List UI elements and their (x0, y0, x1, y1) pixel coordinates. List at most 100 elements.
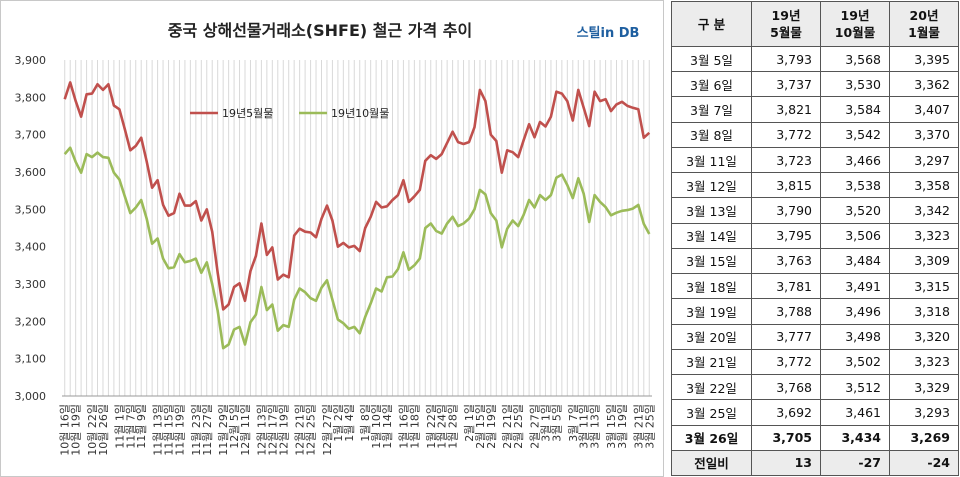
x-tick-label: 1월 4일 (342, 404, 356, 442)
table-row: 3월 14일 3,795 3,506 3,323 (671, 222, 959, 249)
price-table: 구 분 19년 5월물 19년 10월물 20년 1월물 3월 5일 3,793 3… (671, 1, 959, 477)
price-cell: 3,692 (751, 399, 821, 426)
table-row: 3월 20일 3,777 3,498 3,320 (671, 323, 959, 350)
table-row: 3월 11일 3,723 3,466 3,297 (671, 146, 959, 174)
x-tick-label: 2월 25일 (511, 404, 525, 449)
price-cell: -24 (889, 449, 959, 477)
x-tick-label: 11월 27일 (200, 404, 214, 456)
date-cell: 3월 21일 (671, 348, 752, 376)
price-cell: 3,323 (889, 222, 959, 249)
price-cell: 3,484 (820, 247, 890, 275)
price-line-chart: 중국 상해선물거래소(SHFE) 철근 가격 추이 스틸in DB 3,900 3… (0, 0, 664, 477)
x-tick-label: 2월 1일 (462, 404, 476, 442)
y-tick-label: 3,400 (15, 241, 47, 254)
date-cell: 3월 19일 (671, 298, 752, 325)
price-cell: 3,370 (889, 121, 959, 148)
price-cell: 3,542 (820, 121, 890, 148)
y-tick-label: 3,700 (15, 129, 47, 142)
x-tick-label: 3월 19일 (615, 404, 629, 449)
x-tick-label: 3월 11일 (577, 404, 591, 449)
x-tick-label: 1월 10일 (369, 404, 383, 449)
price-cell: 3,723 (751, 146, 821, 174)
price-cell: 3,434 (820, 424, 890, 451)
price-cell: 3,737 (751, 71, 821, 98)
price-cell: 3,815 (751, 172, 821, 199)
price-cell: 3,342 (889, 197, 959, 224)
y-tick-label: 3,900 (15, 54, 47, 67)
header-label: 구 분 (671, 1, 752, 47)
x-tick-label: 12월 13일 (254, 404, 268, 456)
table-row: 3월 7일 3,821 3,584 3,407 (671, 96, 959, 123)
x-tick-label: 11월 29일 (216, 404, 230, 456)
price-cell: 13 (751, 449, 821, 477)
legend-label: 19년5월물 (222, 107, 273, 120)
date-cell: 3월 13일 (671, 197, 752, 224)
x-tick-label: 3월 1일 (538, 404, 552, 442)
price-cell: 3,407 (889, 96, 959, 123)
x-tick-label: 12월 11일 (238, 404, 252, 456)
series-line-may (63, 81, 651, 311)
price-cell: 3,293 (889, 399, 959, 426)
x-tick-label: 1월 24일 (435, 404, 449, 449)
price-cell: 3,821 (751, 96, 821, 123)
date-cell: 3월 8일 (671, 121, 752, 148)
price-cell: 3,502 (820, 348, 890, 376)
date-cell: 3월 5일 (671, 45, 752, 73)
date-cell: 3월 12일 (671, 172, 752, 199)
y-tick-label: 3,300 (15, 278, 47, 291)
x-tick-label: 11월 15일 (162, 404, 176, 456)
price-cell: 3,320 (889, 323, 959, 350)
x-tick-label: 10월 19일 (69, 404, 83, 456)
x-tick-label: 1월 8일 (358, 404, 372, 442)
price-cell: 3,795 (751, 222, 821, 249)
x-tick-label: 10월 16일 (58, 404, 72, 456)
date-cell: 3월 7일 (671, 96, 752, 123)
price-cell: 3,269 (889, 424, 959, 451)
price-cell: 3,538 (820, 172, 890, 199)
x-tick-label: 1월 2일 (331, 404, 345, 442)
date-cell: 3월 22일 (671, 374, 752, 401)
x-tick-label: 1월 28일 (446, 404, 460, 449)
x-tick-label: 11월 9일 (134, 404, 148, 449)
price-cell: 3,329 (889, 374, 959, 401)
table-row: 3월 13일 3,790 3,520 3,342 (671, 197, 959, 224)
price-cell: 3,461 (820, 399, 890, 426)
table-row: 3월 25일 3,692 3,461 3,293 (671, 399, 959, 426)
x-tick-label: 12월 25일 (304, 404, 318, 456)
x-tick-label: 10월 22일 (85, 404, 99, 456)
table-row: 3월 5일 3,793 3,568 3,395 (671, 45, 959, 73)
price-cell: 3,790 (751, 197, 821, 224)
date-cell: 3월 11일 (671, 146, 752, 174)
price-cell: 3,768 (751, 374, 821, 401)
table-row: 3월 12일 3,815 3,538 3,358 (671, 172, 959, 199)
price-cell: 3,315 (889, 273, 959, 300)
price-cell: 3,506 (820, 222, 890, 249)
x-tick-label: 12월 5일 (227, 404, 241, 449)
x-tick-label: 1월 16일 (396, 404, 410, 449)
x-tick-label: 12월 27일 (320, 404, 334, 456)
price-cell: 3,323 (889, 348, 959, 376)
date-cell: 3월 15일 (671, 247, 752, 275)
header-jan: 20년 1월물 (889, 1, 959, 47)
x-tick-label: 1월 18일 (407, 404, 421, 449)
header-may: 19년 5월물 (751, 1, 821, 47)
date-cell: 3월 26일 (671, 424, 752, 451)
x-tick-label: 2월 27일 (528, 404, 542, 449)
y-tick-label: 3,800 (15, 91, 47, 104)
price-cell: 3,395 (889, 45, 959, 73)
table-row: 3월 6일 3,737 3,530 3,362 (671, 71, 959, 98)
price-cell: 3,584 (820, 96, 890, 123)
price-cell: 3,530 (820, 71, 890, 98)
x-tick-label: 3월 5일 (549, 404, 563, 442)
x-tick-label: 11월 23일 (189, 404, 203, 456)
x-tick-label: 1월 14일 (380, 404, 394, 449)
price-cell: 3,788 (751, 298, 821, 325)
date-cell: 3월 20일 (671, 323, 752, 350)
table-row-today: 3월 26일 3,705 3,434 3,269 (671, 424, 959, 451)
x-tick-label: 1월 22일 (424, 404, 438, 449)
table-row: 3월 8일 3,772 3,542 3,370 (671, 121, 959, 148)
price-cell: 3,491 (820, 273, 890, 300)
table-row: 3월 15일 3,763 3,484 3,309 (671, 247, 959, 275)
price-cell: 3,777 (751, 323, 821, 350)
legend-label: 19년10월물 (331, 107, 389, 120)
